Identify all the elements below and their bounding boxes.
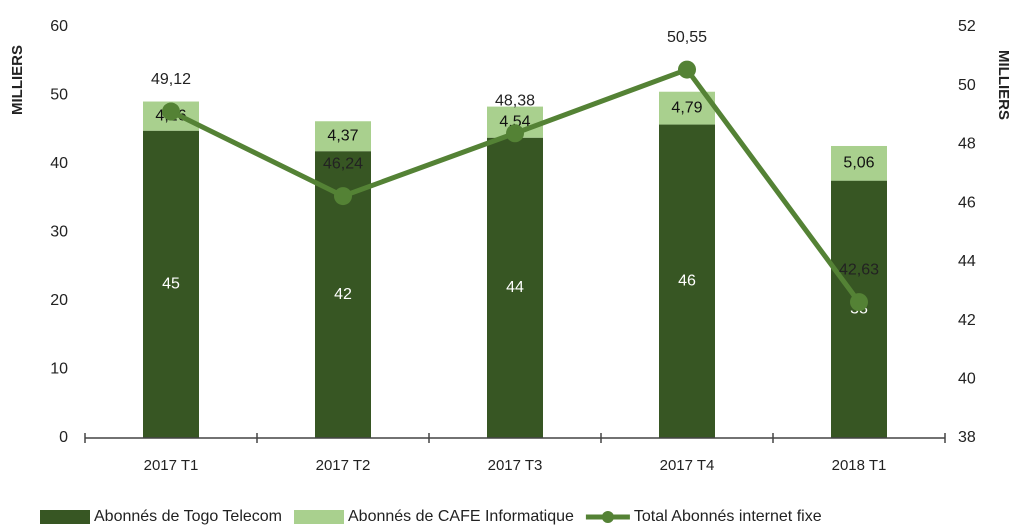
data-label: 45 [162,276,180,293]
data-label: 4,79 [671,99,702,116]
bar-segment [315,121,371,152]
data-label: 46 [678,272,696,289]
legend-label: Abonnés de Togo Telecom [94,508,282,525]
data-label: 48,38 [495,92,535,109]
line-point [162,102,180,121]
y-tick-label: 10 [50,361,68,378]
bar-segment [143,130,199,439]
y-tick-label: 0 [59,429,68,446]
legend-label: Abonnés de CAFE Informatique [348,508,574,525]
y2-tick-label: 52 [958,18,976,35]
data-label: 50,55 [667,29,707,46]
y2-tick-label: 40 [958,371,976,388]
y-tick-label: 40 [50,155,68,172]
x-tick-label: 2018 T1 [832,457,887,474]
line-point [678,60,696,79]
y2-tick-label: 48 [958,136,976,153]
legend-label: Total Abonnés internet fixe [634,508,822,525]
data-label: 42,63 [839,261,879,278]
data-label: 49,12 [151,71,191,88]
y-tick-label: 50 [50,87,68,104]
bar-segment [487,137,543,439]
line-point [850,293,868,312]
y2-tick-label: 38 [958,429,976,446]
legend-swatch [294,510,344,524]
y-tick-label: 60 [50,18,68,35]
data-label: 4,54 [499,113,530,130]
data-label: 46,24 [323,155,363,172]
legend-marker [601,511,614,523]
x-tick-label: 2017 T2 [316,457,371,474]
bar-segment [659,124,715,438]
y2-axis-title: MILLIERS [995,50,1012,120]
y2-tick-label: 50 [958,77,976,94]
x-tick-label: 2017 T1 [144,457,199,474]
line-point [506,124,524,143]
y2-tick-label: 46 [958,194,976,211]
data-label: 44 [506,279,524,296]
bar-segment [831,145,887,181]
data-label: 5,06 [843,155,874,172]
data-label: 4,37 [327,127,358,144]
y-tick-label: 30 [50,224,68,241]
y2-tick-label: 42 [958,312,976,329]
y-tick-label: 20 [50,292,68,309]
y-axis-title: MILLIERS [9,45,26,115]
x-tick-label: 2017 T3 [488,457,543,474]
data-label: 42 [334,286,352,303]
x-tick-label: 2017 T4 [660,457,715,474]
line-point [334,187,352,206]
legend-swatch [40,510,90,524]
y2-tick-label: 44 [958,253,976,270]
